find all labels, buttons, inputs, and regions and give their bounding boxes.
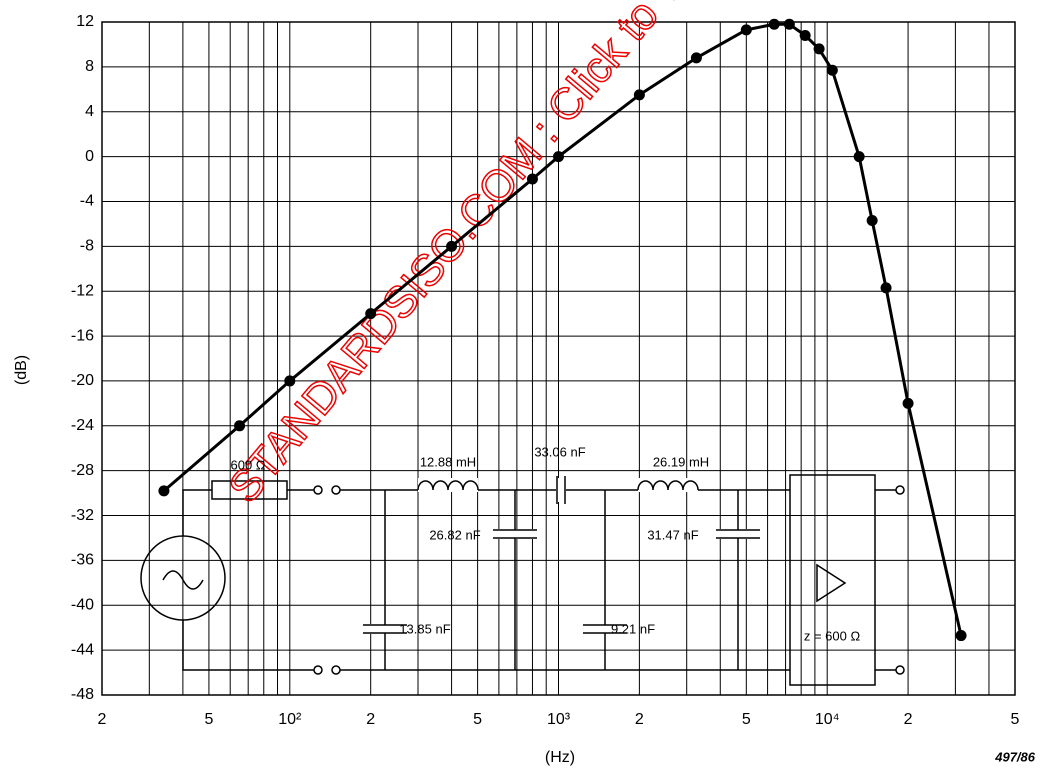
- data-point: [783, 18, 795, 30]
- data-point: [955, 630, 967, 642]
- x-tick-label: 2: [635, 711, 644, 728]
- component-label: 12.88 mH: [420, 454, 476, 469]
- component-label: 26.82 nF: [429, 527, 480, 542]
- data-point: [690, 52, 702, 64]
- data-point: [234, 420, 246, 432]
- data-point: [799, 29, 811, 41]
- x-tick-label: 10⁴: [815, 711, 840, 728]
- x-tick-label: 5: [742, 711, 751, 728]
- data-point: [880, 282, 892, 294]
- data-point: [902, 397, 914, 409]
- y-tick-label: -16: [71, 327, 94, 344]
- component-label: 9.21 nF: [611, 621, 655, 636]
- data-point: [158, 485, 170, 497]
- data-point: [813, 43, 825, 55]
- data-point: [740, 24, 752, 36]
- y-tick-label: 12: [76, 13, 94, 30]
- x-tick-label: 10³: [547, 711, 571, 728]
- x-tick-label: 10²: [278, 711, 302, 728]
- component-label: 26.19 mH: [653, 454, 709, 469]
- y-tick-label: -44: [71, 641, 94, 658]
- circuit-diagram: [140, 474, 905, 686]
- x-tick-label: 2: [366, 711, 375, 728]
- y-tick-label: -40: [71, 596, 94, 613]
- data-point: [365, 308, 377, 320]
- response-curve: [162, 22, 963, 636]
- component-label: z = 600 Ω: [804, 628, 861, 643]
- y-axis-label: (dB): [13, 355, 30, 385]
- x-axis-label: (Hz): [545, 749, 575, 766]
- y-tick-label: 0: [85, 148, 94, 165]
- y-tick-label: -4: [80, 193, 94, 210]
- data-point: [768, 18, 780, 30]
- y-tick-label: -48: [71, 686, 94, 703]
- y-tick-label: -12: [71, 282, 94, 299]
- data-point: [284, 375, 296, 387]
- component-label: 13.85 nF: [399, 621, 450, 636]
- component-label: 33.06 nF: [534, 444, 585, 459]
- data-point: [853, 151, 865, 163]
- data-point: [826, 64, 838, 76]
- plot-frame: [101, 21, 1016, 696]
- y-tick-label: 8: [85, 58, 94, 75]
- x-tick-label: 5: [473, 711, 482, 728]
- data-point: [866, 215, 878, 227]
- data-point: [526, 173, 538, 185]
- data-point: [446, 240, 458, 252]
- component-label: 600 Ω: [230, 457, 265, 472]
- watermark: STANDARDSISO.COM : Click to view the: [219, 0, 779, 512]
- x-tick-label: 2: [904, 711, 913, 728]
- x-tick-label: 5: [1011, 711, 1020, 728]
- y-tick-label: -24: [71, 417, 94, 434]
- data-point: [633, 89, 645, 101]
- data-point: [553, 151, 564, 163]
- y-tick-label: -8: [80, 238, 94, 255]
- y-tick-label: -20: [71, 372, 94, 389]
- x-tick-label: 5: [204, 711, 213, 728]
- x-tick-label: 2: [98, 711, 107, 728]
- figure-number: 497/86: [994, 749, 1036, 764]
- y-tick-label: 4: [85, 103, 94, 120]
- component-label: 31.47 nF: [647, 527, 698, 542]
- y-tick-label: -36: [71, 552, 94, 569]
- y-tick-label: -28: [71, 462, 94, 479]
- y-tick-label: -32: [71, 507, 94, 524]
